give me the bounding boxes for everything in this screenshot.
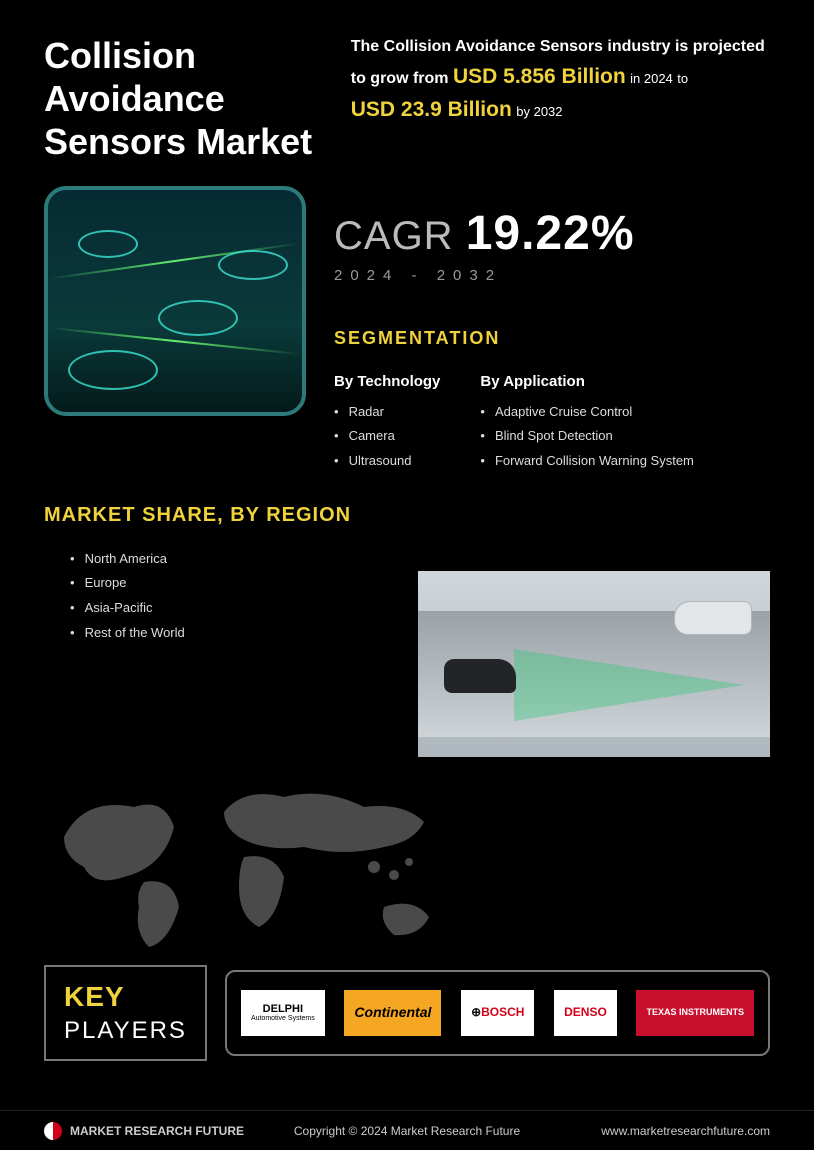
- segmentation-columns: By Technology Radar Camera Ultrasound By…: [334, 373, 694, 474]
- list-item: Forward Collision Warning System: [480, 449, 693, 474]
- footer-url: www.marketresearchfuture.com: [601, 1124, 770, 1138]
- list-item: Radar: [334, 400, 440, 425]
- footer-copyright: Copyright © 2024 Market Research Future: [294, 1124, 520, 1138]
- players-box: DELPHI Automotive Systems Continental ⊕ …: [225, 970, 770, 1056]
- projection-value-2: USD 23.9 Billion: [351, 98, 512, 121]
- logo-denso: DENSO: [554, 990, 617, 1036]
- page-title: Collision Avoidance Sensors Market: [44, 34, 327, 164]
- region-heading: MARKET SHARE, BY REGION: [44, 504, 770, 527]
- list-item: Europe: [70, 571, 344, 596]
- list-item: Camera: [334, 424, 440, 449]
- projection-year-1: in 2024: [630, 71, 673, 86]
- seg-col-technology: By Technology Radar Camera Ultrasound: [334, 373, 440, 474]
- footer: MARKET RESEARCH FUTURE Copyright © 2024 …: [0, 1110, 814, 1150]
- list-item: Ultrasound: [334, 449, 440, 474]
- list-item: North America: [70, 547, 344, 572]
- list-item: Rest of the World: [70, 621, 344, 646]
- list-item: Adaptive Cruise Control: [480, 400, 693, 425]
- logo-continental: Continental: [344, 990, 441, 1036]
- key-players-label: KEY PLAYERS: [44, 965, 207, 1061]
- cagr-label: CAGR: [334, 214, 454, 258]
- segmentation-heading: SEGMENTATION: [334, 328, 694, 349]
- logo-delphi: DELPHI Automotive Systems: [241, 990, 325, 1036]
- seg-col-title: By Technology: [334, 373, 440, 390]
- seg-col-application: By Application Adaptive Cruise Control B…: [480, 373, 693, 474]
- footer-logo: MARKET RESEARCH FUTURE: [44, 1122, 244, 1140]
- projection-text: The Collision Avoidance Sensors industry…: [351, 34, 770, 164]
- logo-texas-instruments: TEXAS INSTRUMENTS: [636, 990, 754, 1036]
- region-list: North America Europe Asia-Pacific Rest o…: [44, 541, 344, 757]
- list-item: Asia-Pacific: [70, 596, 344, 621]
- cagr-range: 2024 - 2032: [334, 267, 694, 284]
- projection-year-2: by 2032: [516, 104, 562, 119]
- logo-bosch: ⊕ BOSCH: [461, 990, 534, 1036]
- seg-col-title: By Application: [480, 373, 693, 390]
- hero-image: [44, 186, 306, 416]
- footer-brand: MARKET RESEARCH FUTURE: [70, 1124, 244, 1138]
- key-label-1: KEY: [64, 981, 187, 1013]
- footer-logo-icon: [44, 1122, 62, 1140]
- projection-to: to: [677, 71, 688, 86]
- world-map: [44, 767, 770, 957]
- key-label-2: PLAYERS: [64, 1017, 187, 1045]
- cagr-block: CAGR 19.22% 2024 - 2032: [334, 206, 694, 284]
- projection-value-1: USD 5.856 Billion: [453, 65, 626, 88]
- cagr-value: 19.22%: [466, 207, 635, 260]
- list-item: Blind Spot Detection: [480, 424, 693, 449]
- sensor-image: [418, 571, 770, 757]
